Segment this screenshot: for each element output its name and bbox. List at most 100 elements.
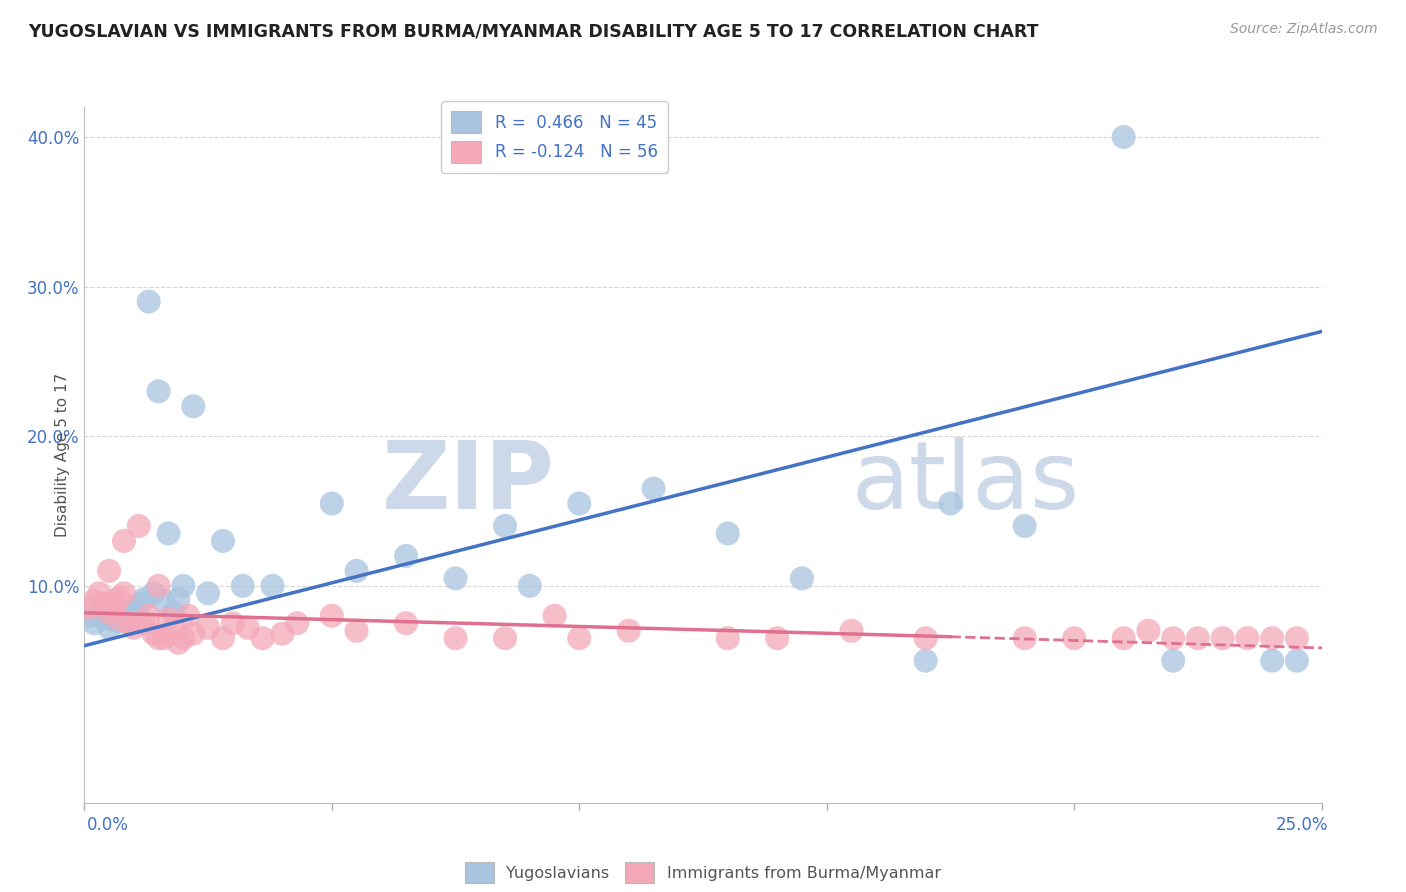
Point (914, 654, 936, 668)
Point (181, 626, 204, 640)
Point (112, 606, 135, 620)
Point (138, 608, 160, 623)
Point (118, 615, 141, 629)
Point (346, 564, 368, 578)
Point (83, 594, 105, 608)
Point (128, 597, 150, 611)
Point (108, 612, 131, 626)
Point (103, 604, 125, 618)
Point (162, 606, 184, 620)
Point (157, 526, 180, 541)
Point (128, 519, 150, 533)
Point (643, 482, 665, 496)
Point (236, 621, 259, 635)
Point (103, 601, 125, 615)
Point (103, 613, 125, 627)
Point (98, 608, 121, 623)
Point (89, 606, 111, 620)
Point (108, 610, 131, 624)
Point (162, 621, 184, 635)
Point (568, 631, 591, 645)
Point (1261, 631, 1284, 645)
Point (132, 616, 155, 631)
Point (321, 497, 343, 511)
Point (172, 631, 194, 645)
Point (262, 579, 284, 593)
Point (122, 621, 145, 635)
Point (138, 294, 160, 309)
Point (148, 631, 170, 645)
Point (181, 399, 204, 413)
Point (167, 636, 190, 650)
Point (212, 533, 235, 548)
Point (148, 384, 170, 399)
Point (321, 608, 343, 623)
Point (543, 608, 565, 623)
Point (395, 616, 418, 631)
Point (1063, 631, 1085, 645)
Point (717, 526, 740, 541)
Point (108, 591, 131, 605)
Text: atlas: atlas (852, 437, 1080, 529)
Point (1137, 624, 1160, 638)
Point (1285, 654, 1308, 668)
Point (152, 631, 174, 645)
Point (346, 624, 368, 638)
Point (766, 631, 789, 645)
Point (167, 592, 190, 607)
Point (1014, 519, 1036, 533)
Point (617, 624, 640, 638)
Point (1014, 631, 1036, 645)
Point (1161, 631, 1184, 645)
Text: 25.0%: 25.0% (1277, 816, 1329, 834)
Text: ZIP: ZIP (381, 437, 554, 529)
Point (841, 624, 863, 638)
Point (152, 594, 174, 608)
Point (1187, 631, 1209, 645)
Point (1236, 631, 1258, 645)
Text: YUGOSLAVIAN VS IMMIGRANTS FROM BURMA/MYANMAR DISABILITY AGE 5 TO 17 CORRELATION : YUGOSLAVIAN VS IMMIGRANTS FROM BURMA/MYA… (28, 22, 1039, 40)
Point (1112, 130, 1135, 145)
Point (212, 631, 235, 645)
Point (252, 631, 274, 645)
Point (142, 586, 165, 600)
Point (914, 631, 936, 645)
Point (79, 608, 101, 623)
Point (112, 586, 135, 600)
Point (285, 616, 308, 631)
Point (222, 616, 245, 631)
Point (1212, 631, 1234, 645)
Legend: Yugoslavians, Immigrants from Burma/Myanmar: Yugoslavians, Immigrants from Burma/Myan… (456, 853, 950, 892)
Point (444, 571, 467, 585)
Point (108, 615, 131, 629)
Point (1285, 631, 1308, 645)
Point (790, 571, 813, 585)
Text: Source: ZipAtlas.com: Source: ZipAtlas.com (1230, 22, 1378, 37)
Point (98, 621, 121, 635)
Point (395, 549, 418, 563)
Point (157, 612, 180, 626)
Point (568, 497, 591, 511)
Point (93, 597, 115, 611)
Point (177, 608, 200, 623)
Point (103, 594, 125, 608)
Point (112, 533, 135, 548)
Point (79, 601, 101, 615)
Point (132, 592, 155, 607)
Point (197, 621, 219, 635)
Point (98, 564, 121, 578)
Point (118, 616, 141, 631)
Point (232, 579, 254, 593)
Point (1261, 654, 1284, 668)
Point (271, 626, 294, 640)
Y-axis label: Disability Age 5 to 17: Disability Age 5 to 17 (55, 373, 70, 537)
Point (1112, 631, 1135, 645)
Text: 0.0%: 0.0% (87, 816, 129, 834)
Point (148, 579, 170, 593)
Point (122, 601, 145, 615)
Point (1161, 654, 1184, 668)
Point (93, 612, 115, 626)
Point (494, 519, 516, 533)
Point (98, 606, 121, 620)
Point (717, 631, 740, 645)
